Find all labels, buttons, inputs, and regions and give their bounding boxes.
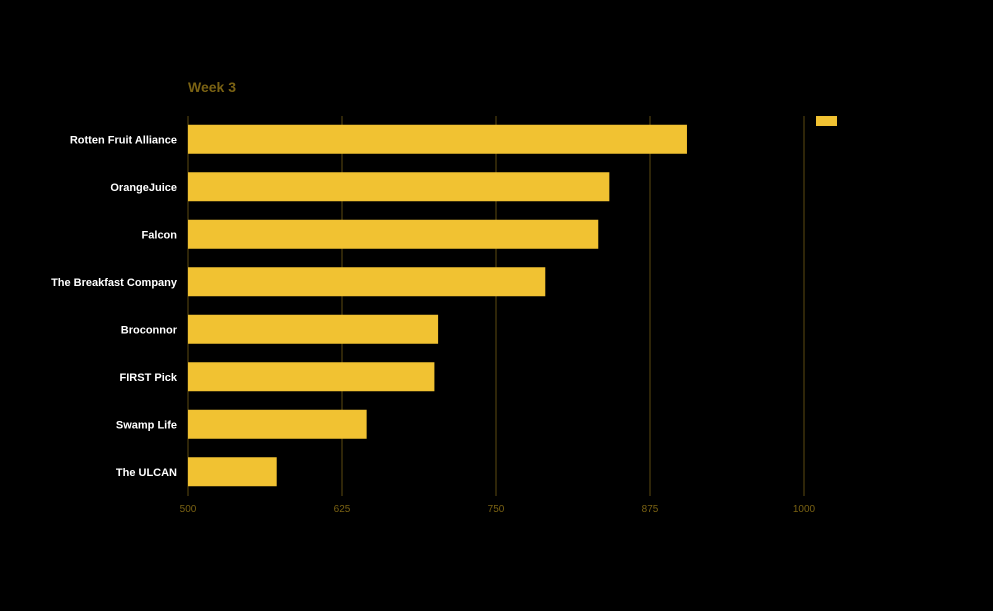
- x-tick-label: 750: [488, 504, 505, 515]
- category-label: Broconnor: [121, 324, 178, 336]
- category-label: FIRST Pick: [120, 372, 178, 384]
- bar[interactable]: [188, 457, 277, 487]
- bar[interactable]: [188, 409, 367, 439]
- category-label: Falcon: [142, 229, 178, 241]
- category-label: The ULCAN: [116, 467, 177, 479]
- x-tick-label: 875: [642, 504, 659, 515]
- category-label: OrangeJuice: [110, 182, 177, 194]
- bar[interactable]: [188, 124, 687, 154]
- category-label: Rotten Fruit Alliance: [70, 134, 177, 146]
- bar[interactable]: [188, 362, 435, 392]
- category-label: The Breakfast Company: [51, 277, 178, 289]
- bar[interactable]: [188, 172, 610, 202]
- x-tick-label: 625: [334, 504, 351, 515]
- x-tick-label: 500: [180, 504, 197, 515]
- category-label: Swamp Life: [116, 419, 177, 431]
- bar[interactable]: [188, 267, 546, 297]
- bar[interactable]: [188, 314, 439, 344]
- x-tick-label: 1000: [793, 504, 816, 515]
- bar[interactable]: [188, 219, 599, 249]
- chart-title: Week 3: [188, 79, 236, 95]
- legend-swatch[interactable]: [816, 116, 837, 126]
